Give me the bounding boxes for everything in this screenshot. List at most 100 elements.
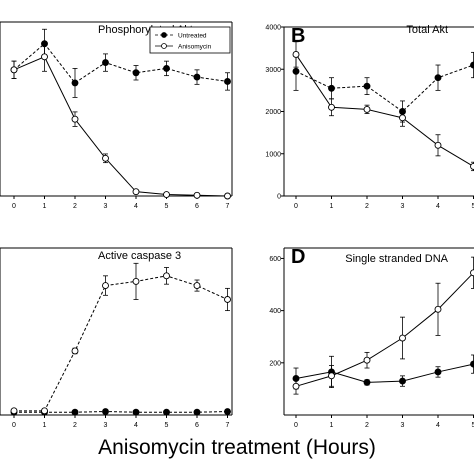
panel-3: 0 1 2 3 4 5 6 7 Active caspase 3: [0, 247, 233, 429]
data-point-filled: [363, 82, 371, 90]
x-tick-label: 0: [294, 203, 298, 210]
series-untreated: [292, 354, 474, 390]
x-tick-label: 2: [365, 422, 369, 429]
data-point-filled: [132, 69, 140, 77]
data-point-open: [363, 105, 371, 113]
y-tick-label: 2000: [265, 109, 281, 116]
data-point-open: [470, 269, 474, 277]
panel-letter: D: [291, 246, 305, 268]
data-point-open: [102, 154, 109, 162]
y-tick-label: 4000: [265, 25, 281, 32]
data-point-filled: [102, 59, 109, 67]
y-tick-label: 1000: [265, 151, 281, 158]
x-tick-label: 0: [294, 422, 298, 429]
x-tick-label: 0: [12, 422, 16, 429]
data-point-open: [399, 334, 406, 342]
x-tick-label: 3: [104, 422, 108, 429]
data-point-open: [363, 356, 371, 364]
data-point-filled: [470, 61, 474, 69]
legend: Untreated Anisomycin: [149, 26, 231, 54]
data-point-open: [132, 277, 140, 285]
legend-entry: Untreated: [178, 32, 207, 39]
panel-4: 0 1 2 3 4 5 200 400 600 Single stranded DNA D: [269, 246, 474, 429]
data-point-filled: [71, 79, 79, 87]
data-point-open: [10, 66, 18, 74]
data-point-open: [163, 191, 170, 199]
x-tick-label: 4: [436, 422, 440, 429]
x-tick-label: 6: [195, 422, 199, 429]
data-point-filled: [363, 378, 371, 386]
data-point-open: [193, 191, 201, 199]
x-tick-label: 1: [330, 422, 334, 429]
x-tick-label: 5: [472, 422, 474, 429]
data-point-open: [163, 272, 170, 280]
y-tick-label: 400: [269, 308, 281, 315]
y-tick-label: 0: [277, 194, 281, 201]
data-point-open: [71, 115, 79, 123]
series-line: [14, 411, 228, 413]
x-tick-label: 3: [401, 203, 405, 210]
data-point-filled: [470, 360, 474, 368]
data-point-open: [193, 282, 201, 290]
x-tick-label: 1: [43, 203, 47, 210]
data-point-filled: [163, 64, 170, 72]
panel-title: Single stranded DNA: [345, 253, 448, 265]
x-tick-label: 4: [134, 203, 138, 210]
panel-title: Total Akt: [406, 24, 448, 36]
series-line: [14, 275, 228, 412]
data-point-filled: [328, 84, 335, 92]
data-point-filled: [132, 408, 140, 416]
x-tick-label: 2: [73, 203, 77, 210]
data-point-open: [328, 103, 335, 111]
x-tick-label: 6: [195, 203, 199, 210]
data-point-filled: [399, 377, 406, 385]
y-tick-label: 200: [269, 360, 281, 367]
y-tick-label: 600: [269, 256, 281, 263]
x-tick-label: 4: [134, 422, 138, 429]
panel-2: 0 1 2 3 4 5 0 1000 2000 3000 4000 Total Akt B: [265, 24, 474, 210]
series-line: [13, 43, 228, 84]
series-line: [295, 54, 474, 167]
x-tick-label: 4: [436, 203, 440, 210]
data-point-open: [41, 53, 48, 61]
series-line: [295, 272, 474, 387]
panel-letter: B: [291, 25, 305, 47]
data-point-open: [292, 382, 300, 390]
data-point-filled: [434, 368, 442, 376]
y-tick-label: 3000: [265, 67, 281, 74]
data-point-open: [470, 162, 474, 170]
x-tick-label: 3: [401, 422, 405, 429]
data-point-filled: [193, 73, 201, 81]
data-point-open: [434, 305, 442, 313]
data-point-open: [328, 372, 335, 380]
x-tick-label: 1: [330, 203, 334, 210]
series-line: [295, 363, 474, 383]
data-point-open: [10, 407, 18, 415]
series-anisomycin: [10, 262, 231, 415]
data-point-open: [292, 51, 300, 58]
series-line: [295, 64, 474, 113]
legend-marker: [161, 32, 167, 38]
x-tick-label: 3: [104, 203, 108, 210]
x-axis-label: Anisomycin treatment (Hours): [98, 436, 376, 459]
data-point-open: [102, 282, 109, 290]
data-point-filled: [193, 408, 201, 416]
data-point-open: [224, 296, 231, 303]
panel-title: Active caspase 3: [98, 250, 181, 262]
x-tick-label: 0: [12, 203, 16, 210]
data-point-open: [132, 188, 140, 196]
data-point-filled: [163, 408, 170, 416]
legend-marker: [161, 43, 167, 49]
data-point-open: [399, 114, 406, 122]
x-tick-label: 5: [165, 203, 169, 210]
data-point-filled: [102, 408, 109, 415]
data-point-open: [224, 192, 231, 200]
data-point-filled: [292, 67, 300, 75]
x-tick-label: 1: [43, 422, 47, 429]
x-tick-label: 2: [365, 203, 369, 210]
data-point-filled: [224, 408, 231, 415]
data-point-open: [71, 347, 79, 355]
x-tick-label: 5: [165, 422, 169, 429]
